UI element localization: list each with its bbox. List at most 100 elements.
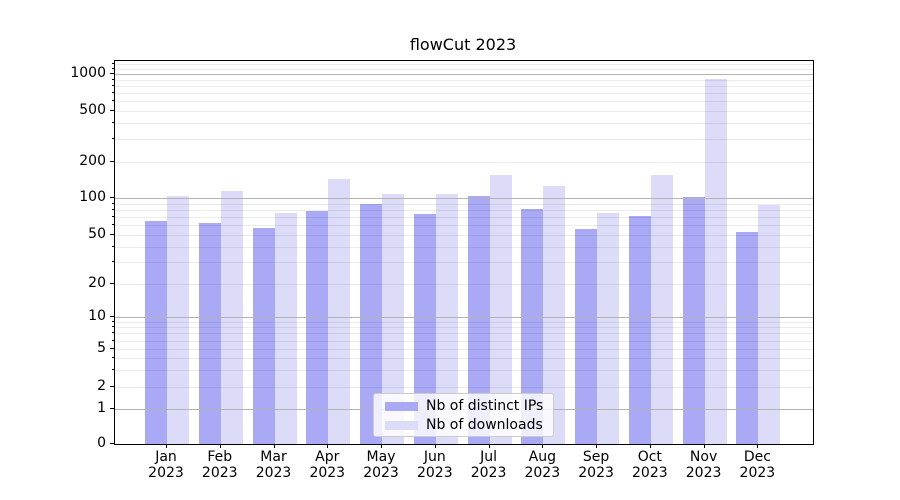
- x-tick-mark: [703, 444, 705, 448]
- y-tick-label: 500: [79, 102, 106, 118]
- y-minor-tick-mark: [112, 348, 114, 349]
- y-minor-tick-mark: [112, 261, 114, 263]
- y-tick-mark: [110, 73, 114, 74]
- y-minor-tick-mark: [112, 326, 114, 328]
- legend: Nb of distinct IPs Nb of downloads: [373, 393, 554, 437]
- y-minor-tick-mark: [112, 92, 114, 94]
- y-minor-tick-mark: [112, 100, 114, 102]
- y-minor-tick-mark: [112, 339, 114, 341]
- y-tick-label: 50: [88, 226, 106, 242]
- bar-downloads-dec: [758, 205, 781, 444]
- x-tick-label-aug: Aug 2023: [524, 449, 561, 481]
- x-tick-mark: [596, 444, 598, 448]
- x-tick-mark: [381, 444, 383, 448]
- y-tick-label: 200: [79, 153, 106, 169]
- y-minor-tick-mark: [112, 357, 114, 359]
- x-tick-mark: [649, 444, 651, 448]
- y-minor-tick-mark: [112, 245, 114, 247]
- y-minor-tick-mark: [112, 234, 114, 235]
- bar-distinct-ips-jul: [467, 195, 490, 444]
- x-tick-mark: [542, 444, 544, 448]
- x-tick-label-jan: Jan 2023: [148, 449, 184, 481]
- y-tick-label: 0: [97, 435, 106, 451]
- x-tick-label-apr: Apr 2023: [309, 449, 346, 481]
- bar-distinct-ips-oct: [628, 216, 651, 444]
- x-tick-label-sep: Sep 2023: [578, 449, 614, 481]
- bar-distinct-ips-jun: [413, 214, 436, 444]
- y-tick-mark: [110, 408, 114, 409]
- y-tick-mark: [110, 316, 114, 317]
- y-tick-label: 1: [97, 400, 106, 416]
- y-minor-tick-mark: [112, 320, 114, 322]
- bar-distinct-ips-apr: [306, 211, 329, 444]
- x-tick-label-mar: Mar 2023: [255, 449, 292, 481]
- bar-distinct-ips-may: [360, 204, 383, 444]
- x-tick-label-oct: Oct 2023: [632, 449, 668, 481]
- bars-layer: [115, 61, 813, 444]
- x-tick-label-nov: Nov 2023: [685, 449, 722, 481]
- y-minor-tick-mark: [112, 78, 114, 80]
- y-minor-tick-mark: [112, 216, 114, 218]
- y-tick-label: 5: [97, 340, 106, 356]
- x-tick-mark: [434, 444, 436, 448]
- x-tick-mark: [219, 444, 221, 448]
- y-tick-label: 10: [88, 308, 106, 324]
- y-minor-tick-mark: [112, 122, 114, 124]
- x-tick-mark: [273, 444, 275, 448]
- bar-downloads-jun: [435, 193, 458, 444]
- bar-downloads-jul: [489, 174, 512, 444]
- legend-swatch-downloads: [385, 421, 418, 430]
- bar-distinct-ips-mar: [252, 228, 275, 444]
- bar-distinct-ips-jan: [145, 221, 167, 444]
- legend-swatch-distinct-ips: [385, 402, 418, 411]
- y-minor-tick-mark: [112, 138, 114, 140]
- y-minor-tick-mark: [112, 369, 114, 371]
- legend-item-distinct-ips: Nb of distinct IPs: [374, 397, 553, 416]
- y-minor-tick-mark: [112, 283, 114, 284]
- bar-distinct-ips-feb: [198, 222, 221, 444]
- y-tick-mark: [110, 197, 114, 198]
- y-minor-tick-mark: [112, 84, 114, 86]
- y-minor-tick-mark: [112, 110, 114, 111]
- x-tick-label-feb: Feb 2023: [201, 449, 238, 481]
- x-tick-label-jul: Jul 2023: [470, 449, 507, 481]
- y-minor-tick-mark: [112, 386, 114, 387]
- bar-downloads-mar: [274, 213, 297, 444]
- y-minor-tick-mark: [112, 202, 114, 204]
- legend-item-downloads: Nb of downloads: [374, 416, 553, 435]
- x-tick-mark: [488, 444, 490, 448]
- x-tick-label-may: May 2023: [363, 449, 399, 481]
- legend-label-distinct-ips: Nb of distinct IPs: [426, 398, 544, 414]
- bar-downloads-feb: [220, 190, 243, 444]
- y-minor-tick-mark: [112, 63, 114, 65]
- y-tick-label: 20: [88, 275, 106, 291]
- x-tick-mark: [327, 444, 329, 448]
- bar-distinct-ips-nov: [682, 196, 705, 444]
- plot-area: [114, 60, 814, 445]
- bar-downloads-jan: [167, 196, 189, 444]
- bar-downloads-nov: [704, 79, 727, 444]
- bar-downloads-sep: [597, 213, 620, 444]
- bar-downloads-oct: [650, 174, 673, 444]
- y-minor-tick-mark: [112, 208, 114, 210]
- bar-distinct-ips-sep: [575, 228, 598, 444]
- chart-title: flowCut 2023: [409, 35, 517, 54]
- bar-downloads-may: [382, 193, 405, 444]
- x-tick-mark: [166, 444, 167, 448]
- bar-distinct-ips-dec: [736, 231, 759, 444]
- y-minor-tick-mark: [112, 67, 114, 69]
- y-minor-tick-mark: [112, 332, 114, 334]
- y-tick-label: 100: [79, 189, 106, 205]
- y-minor-tick-mark: [112, 224, 114, 226]
- y-tick-mark: [110, 443, 114, 444]
- y-tick-label: 2: [97, 378, 106, 394]
- plot-clip-region: [115, 61, 813, 444]
- x-tick-label-jun: Jun 2023: [416, 449, 453, 481]
- y-minor-tick-mark: [112, 161, 114, 162]
- bar-distinct-ips-aug: [521, 209, 544, 444]
- x-tick-mark: [757, 444, 759, 448]
- legend-label-downloads: Nb of downloads: [426, 417, 543, 433]
- x-tick-label-dec: Dec 2023: [739, 449, 776, 481]
- bar-downloads-apr: [328, 178, 351, 444]
